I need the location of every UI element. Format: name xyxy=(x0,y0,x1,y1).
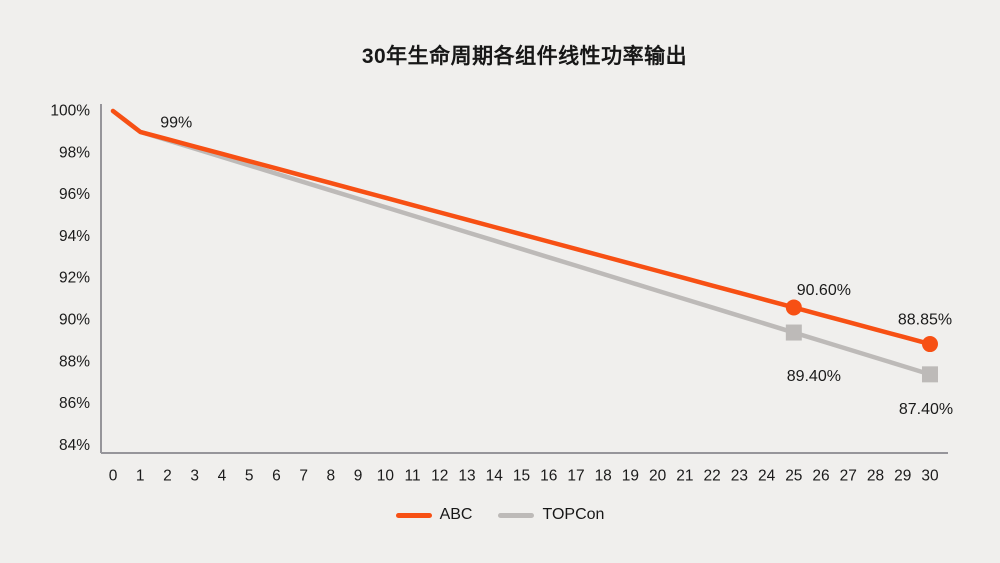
y-tick-label: 98% xyxy=(59,144,90,161)
y-tick-label: 84% xyxy=(59,437,90,454)
x-tick-label: 3 xyxy=(190,468,199,485)
x-tick-label: 16 xyxy=(540,468,557,485)
series-markers-abc: 99% 90.60% 88.85% xyxy=(160,114,952,353)
x-tick-label: 12 xyxy=(431,468,448,485)
x-tick-label: 8 xyxy=(327,468,336,485)
x-tick-label: 7 xyxy=(299,468,308,485)
chart-legend: ABC TOPCon xyxy=(0,506,1000,524)
series-line-topcon xyxy=(110,108,933,377)
data-label-abc-25: 90.60% xyxy=(797,282,851,299)
x-tick-label: 5 xyxy=(245,468,254,485)
x-tick-label: 26 xyxy=(812,468,829,485)
y-tick-label: 88% xyxy=(59,353,90,370)
legend-label-topcon: TOPCon xyxy=(542,506,605,523)
topcon-marker-square xyxy=(785,324,802,341)
x-axis-labels: 0 1 2 3 4 5 6 7 8 9 10 11 12 13 14 15 16 17 18 19 20 21 22 23 24… xyxy=(109,468,939,485)
axes xyxy=(100,104,948,454)
abc-marker-circle xyxy=(785,299,802,316)
x-tick-label: 30 xyxy=(921,468,939,485)
topcon-line-swatch xyxy=(498,512,535,518)
data-label-topcon-25: 89.40% xyxy=(787,368,841,385)
y-tick-label: 86% xyxy=(59,395,90,412)
x-tick-label: 10 xyxy=(377,468,395,485)
x-tick-label: 4 xyxy=(218,468,227,485)
data-label-topcon-30: 87.40% xyxy=(899,401,953,418)
topcon-marker-square xyxy=(921,366,938,383)
data-label-abc-1: 99% xyxy=(160,114,192,131)
legend-item-abc[interactable]: ABC xyxy=(395,506,473,524)
x-tick-label: 0 xyxy=(109,468,118,485)
x-tick-label: 21 xyxy=(676,468,693,485)
y-tick-label: 92% xyxy=(59,270,90,287)
y-tick-label: 96% xyxy=(59,186,90,203)
y-axis-labels: 100% 98% 96% 94% 92% 90% 88% 86% 84% xyxy=(50,103,90,454)
y-tick-label: 100% xyxy=(50,103,90,120)
y-tick-label: 90% xyxy=(59,312,90,329)
x-tick-label: 28 xyxy=(867,468,884,485)
x-tick-label: 19 xyxy=(622,468,639,485)
legend-item-topcon[interactable]: TOPCon xyxy=(498,506,604,524)
x-tick-label: 29 xyxy=(894,468,911,485)
x-tick-label: 18 xyxy=(595,468,612,485)
abc-line-swatch xyxy=(395,512,432,518)
x-tick-label: 25 xyxy=(785,468,802,485)
x-tick-label: 14 xyxy=(486,468,504,485)
x-tick-label: 11 xyxy=(405,468,421,485)
series-line-abc xyxy=(110,108,933,347)
x-tick-label: 15 xyxy=(513,468,530,485)
x-tick-label: 22 xyxy=(704,468,721,485)
x-tick-label: 24 xyxy=(758,468,776,485)
x-tick-label: 1 xyxy=(136,468,145,485)
x-tick-label: 23 xyxy=(731,468,748,485)
x-tick-label: 27 xyxy=(840,468,857,485)
x-tick-label: 17 xyxy=(567,468,584,485)
x-tick-label: 20 xyxy=(649,468,667,485)
series-markers-topcon: 89.40% 87.40% xyxy=(785,324,953,418)
x-tick-label: 6 xyxy=(272,468,281,485)
legend-label-abc: ABC xyxy=(439,506,473,523)
y-tick-label: 94% xyxy=(59,228,90,245)
abc-marker-circle xyxy=(921,336,938,353)
x-tick-label: 13 xyxy=(458,468,475,485)
data-label-abc-30: 88.85% xyxy=(898,312,952,329)
x-tick-label: 9 xyxy=(354,468,363,485)
chart-title: 30年生命周期各组件线性功率输出 xyxy=(361,45,688,68)
x-tick-label: 2 xyxy=(163,468,172,485)
